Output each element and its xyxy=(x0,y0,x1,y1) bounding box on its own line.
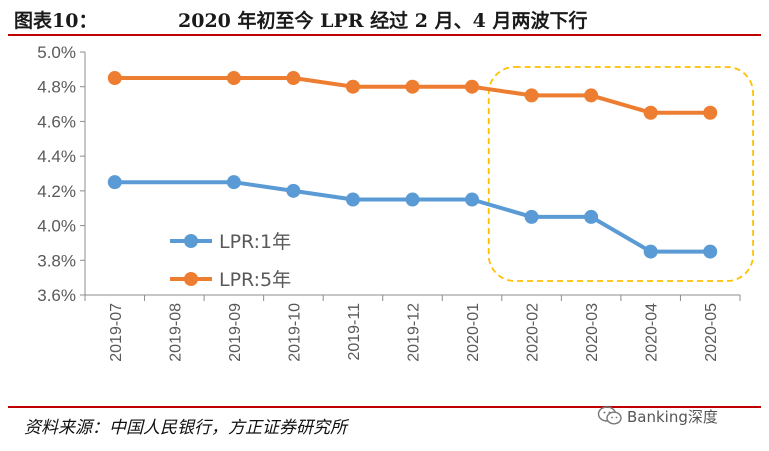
data-point xyxy=(524,88,539,103)
data-point xyxy=(584,88,599,103)
data-point xyxy=(405,192,420,207)
wechat-icon xyxy=(597,406,622,425)
legend: LPR:1年 LPR:5年 xyxy=(170,231,291,291)
data-point xyxy=(643,105,658,120)
bottom-rule xyxy=(8,406,761,408)
y-tick-label: 5.0% xyxy=(37,43,76,62)
data-point xyxy=(226,175,241,190)
top-rule xyxy=(8,34,761,36)
x-tick-label: 2019-08 xyxy=(167,303,184,362)
data-point xyxy=(524,209,539,224)
data-point xyxy=(703,244,718,259)
x-tick-label: 2019-09 xyxy=(227,303,244,362)
legend-marker xyxy=(184,234,198,248)
y-tick-label: 4.6% xyxy=(37,112,76,131)
x-tick-label: 2019-12 xyxy=(406,303,423,362)
x-tick-label: 2020-02 xyxy=(525,303,542,362)
figure-title: 2020 年初至今 LPR 经过 2 月、4 月两波下行 xyxy=(178,10,588,32)
data-point xyxy=(286,71,301,86)
highlight-box xyxy=(487,66,754,282)
series-line-1 xyxy=(114,76,711,115)
y-tick-label: 3.8% xyxy=(37,251,76,270)
x-tick-label: 2019-10 xyxy=(286,303,303,362)
watermark: Banking深度 xyxy=(597,405,718,427)
x-tick-label: 2020-01 xyxy=(465,303,482,362)
data-point xyxy=(703,105,718,120)
data-point xyxy=(226,71,241,86)
x-tick-label: 2020-03 xyxy=(584,303,601,362)
data-point xyxy=(584,209,599,224)
data-point xyxy=(107,175,122,190)
legend-marker xyxy=(184,272,198,286)
series-line-0 xyxy=(114,180,711,254)
source-note: 资料来源：中国人民银行，方正证券研究所 xyxy=(24,418,347,438)
y-tick-label: 4.8% xyxy=(37,78,76,97)
y-tick-label: 4.0% xyxy=(37,217,76,236)
data-point xyxy=(345,192,360,207)
x-tick-label: 2020-05 xyxy=(703,303,720,362)
figure-header: 图表10： 2020 年初至今 LPR 经过 2 月、4 月两波下行 xyxy=(0,0,769,36)
y-axis: 3.6% 3.8% 4.0% 4.2% 4.4% 4.6% 4.8% 5.0% xyxy=(37,43,86,305)
y-tick-label: 4.2% xyxy=(37,182,76,201)
x-tick-label: 2019-11 xyxy=(346,303,363,361)
lpr-line-chart: 3.6% 3.8% 4.0% 4.2% 4.4% 4.6% 4.8% 5.0% 2019-07… xyxy=(37,43,754,362)
data-point xyxy=(107,71,122,86)
figure-label: 图表10： xyxy=(14,10,98,32)
data-point xyxy=(465,79,480,94)
data-point xyxy=(345,79,360,94)
watermark-text: Banking深度 xyxy=(627,407,718,426)
highlight-region xyxy=(487,66,754,282)
legend-label: LPR:1年 xyxy=(219,231,291,253)
data-point xyxy=(465,192,480,207)
series-group xyxy=(107,71,718,259)
data-point xyxy=(286,183,301,198)
legend-label: LPR:5年 xyxy=(219,269,291,291)
data-point xyxy=(643,244,658,259)
x-axis: 2019-07 2019-08 2019-09 2019-10 2019-11 2019-… xyxy=(84,294,741,362)
y-tick-label: 4.4% xyxy=(37,147,76,166)
x-tick-label: 2019-07 xyxy=(108,303,125,362)
data-point xyxy=(405,79,420,94)
y-tick-label: 3.6% xyxy=(37,286,76,305)
x-tick-label: 2020-04 xyxy=(644,303,661,362)
